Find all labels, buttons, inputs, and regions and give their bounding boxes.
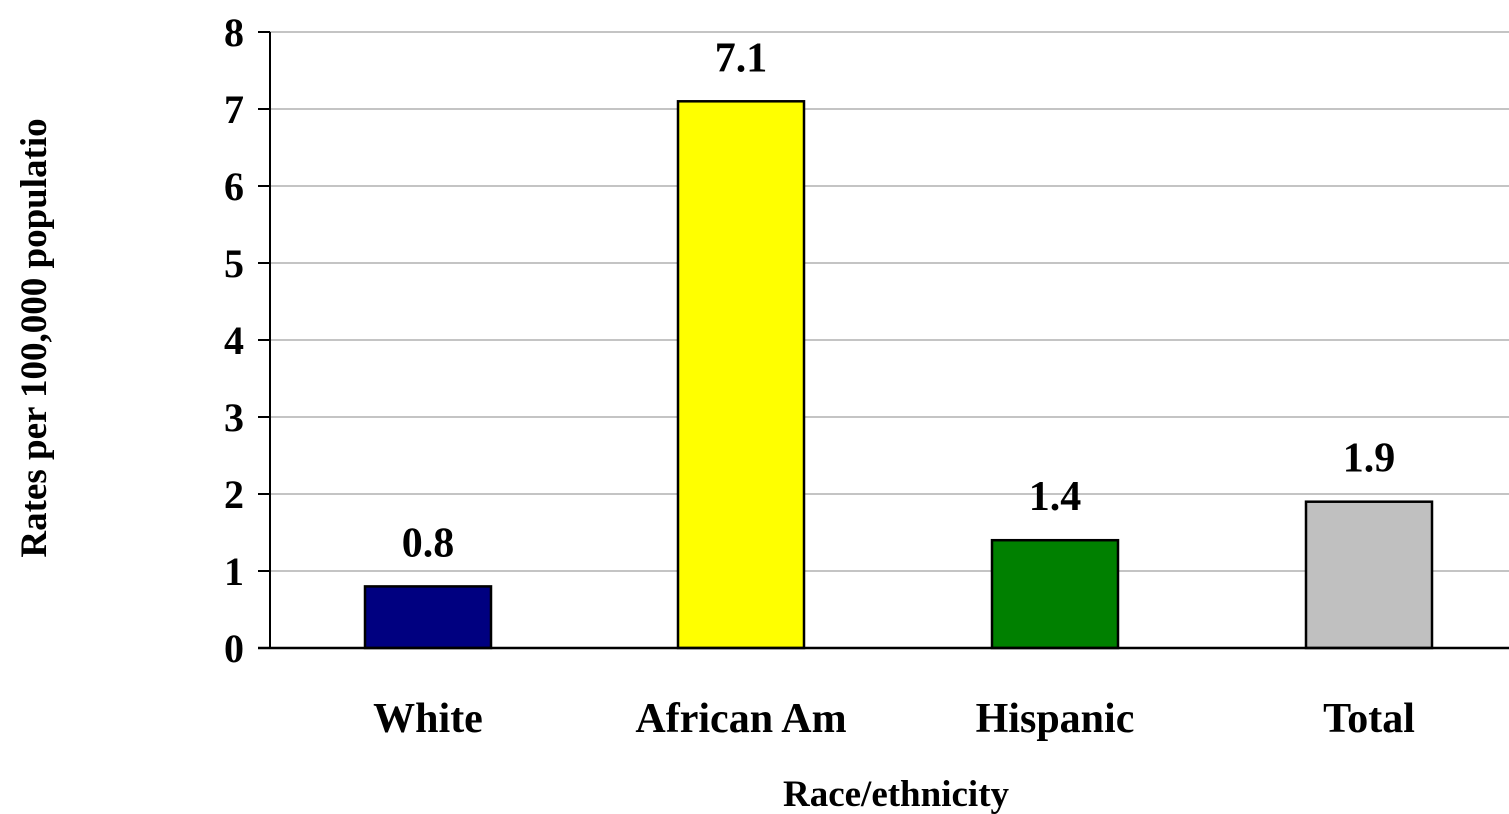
y-tick-label: 6 xyxy=(224,164,244,209)
x-axis-title: Race/ethnicity xyxy=(783,774,1010,814)
y-tick-label: 8 xyxy=(224,10,244,55)
y-tick-label: 7 xyxy=(224,87,244,132)
x-category-label: Total xyxy=(1323,696,1415,742)
bar-value-label: 0.8 xyxy=(402,520,455,566)
y-tick-label: 4 xyxy=(224,318,244,363)
axes xyxy=(258,31,1509,650)
x-category-label: Hispanic xyxy=(976,696,1135,742)
y-tick-label: 5 xyxy=(224,241,244,286)
y-tick-label: 3 xyxy=(224,395,244,440)
bar-value-label: 7.1 xyxy=(715,35,768,81)
bar-white xyxy=(363,585,493,650)
y-tick-label: 1 xyxy=(224,549,244,594)
y-tick-label: 2 xyxy=(224,472,244,517)
bars xyxy=(363,100,1434,650)
bar-total xyxy=(1304,500,1434,650)
x-category-label: White xyxy=(373,696,483,742)
bar-hispanic xyxy=(990,538,1120,650)
x-category-label: African Am xyxy=(635,696,846,742)
bar-value-label: 1.9 xyxy=(1343,436,1396,482)
y-tick-label: 0 xyxy=(224,626,244,671)
labels: 0 1 2 3 4 5 6 7 8 0.8 White 7.1 African Am 1.4 Hispani… xyxy=(224,10,1415,742)
bar-african-am xyxy=(676,100,806,650)
bar-value-label: 1.4 xyxy=(1029,474,1082,520)
y-axis-title: Rates per 100,000 populatio xyxy=(14,118,55,557)
gridlines xyxy=(270,31,1509,572)
